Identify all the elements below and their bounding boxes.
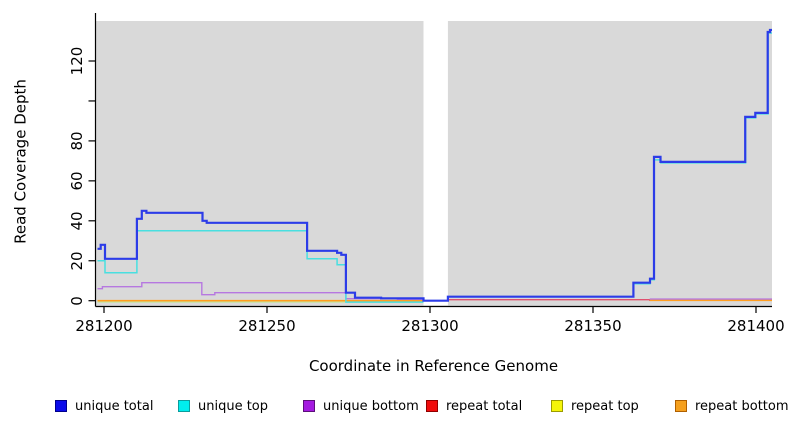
repeat-top-swatch-icon <box>551 400 563 412</box>
x-tick-label: 281250 <box>238 317 296 335</box>
x-tick-label: 281300 <box>401 317 459 335</box>
legend-label: repeat bottom <box>695 398 789 414</box>
x-tick-label: 281400 <box>727 317 785 335</box>
legend-label: unique top <box>198 398 269 414</box>
legend-label: unique bottom <box>323 398 419 414</box>
unique-total-swatch-icon <box>55 400 67 412</box>
y-axis-title: Read Coverage Depth <box>11 79 30 244</box>
unique-bottom-swatch-icon <box>303 400 315 412</box>
repeat-total-swatch-icon <box>426 400 438 412</box>
legend-label: unique total <box>75 398 154 414</box>
y-tick-label: 80 <box>68 131 86 151</box>
x-tick-label: 281200 <box>75 317 133 335</box>
legend-item-unique-bottom: unique bottom <box>303 398 419 414</box>
repeat-bottom-swatch-icon <box>675 400 687 412</box>
legend-label: repeat top <box>571 398 639 414</box>
x-axis-title: Coordinate in Reference Genome <box>308 357 559 375</box>
no-data-band <box>423 21 448 306</box>
y-tick-label: 120 <box>68 46 86 76</box>
legend-item-unique-top: unique top <box>178 398 269 414</box>
legend-item-repeat-top: repeat top <box>551 398 639 414</box>
unique-top-swatch-icon <box>178 400 190 412</box>
legend-label: repeat total <box>446 398 523 414</box>
x-tick-label: 281350 <box>564 317 622 335</box>
series-line-unique-total <box>97 28 772 302</box>
legend-item-unique-total: unique total <box>55 398 154 414</box>
legend-item-repeat-total: repeat total <box>426 398 523 414</box>
legend-item-repeat-bottom: repeat bottom <box>675 398 789 414</box>
